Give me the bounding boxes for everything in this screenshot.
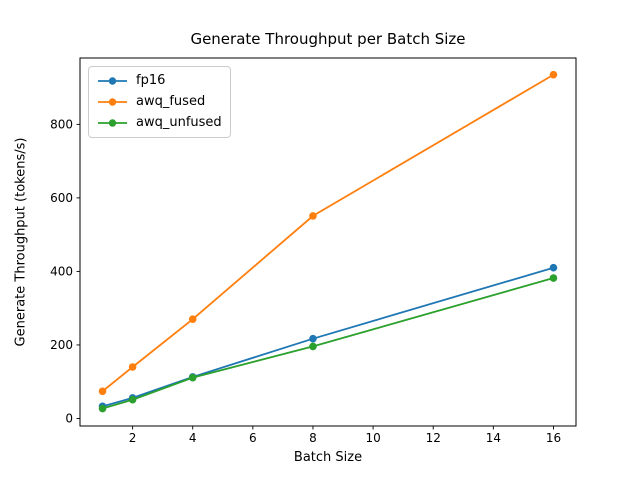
- legend-label-awq-fused: awq_fused: [136, 94, 206, 109]
- data-point-marker: [128, 395, 137, 404]
- x-tick-label: 14: [486, 431, 501, 445]
- data-point-marker: [98, 387, 107, 396]
- line-marker-icon: [98, 97, 127, 106]
- y-tick-label: 200: [50, 338, 73, 352]
- line-marker-icon: [98, 118, 127, 127]
- legend-label-fp16: fp16: [136, 73, 166, 88]
- data-point-marker: [188, 315, 197, 324]
- legend-label-awq-unfused: awq_unfused: [136, 115, 222, 130]
- legend-item-fp16: fp16: [97, 70, 222, 91]
- x-tick-label: 12: [426, 431, 441, 445]
- legend-item-awq-unfused: awq_unfused: [97, 112, 222, 133]
- data-point-marker: [188, 373, 197, 382]
- x-tick-label: 10: [365, 431, 380, 445]
- line-marker-icon: [98, 76, 127, 85]
- axes-frame: [79, 57, 577, 427]
- data-point-marker: [128, 363, 137, 371]
- y-tick-label: 0: [65, 411, 73, 425]
- chart-title: Generate Throughput per Batch Size: [190, 30, 466, 48]
- data-point-marker: [549, 263, 558, 272]
- y-tick-label: 400: [50, 264, 73, 278]
- series-line-awq_unfused: [102, 277, 554, 410]
- data-point-marker: [309, 334, 317, 343]
- y-tick-label: 600: [50, 191, 73, 205]
- x-tick-label: 16: [546, 431, 561, 445]
- legend: fp16 awq_fused awq_unfused: [88, 66, 231, 138]
- x-tick-label: 4: [189, 431, 197, 445]
- data-point-marker: [309, 212, 317, 220]
- data-point-marker: [549, 274, 558, 282]
- y-tick-label: 800: [50, 117, 73, 131]
- x-axis-label: Batch Size: [293, 450, 363, 465]
- data-point-marker: [309, 342, 317, 351]
- x-tick-label: 2: [129, 431, 137, 445]
- legend-item-awq-fused: awq_fused: [97, 91, 222, 112]
- x-tick-label: 8: [309, 431, 317, 445]
- x-tick-label: 6: [249, 431, 257, 445]
- data-point-marker: [98, 404, 107, 413]
- data-point-marker: [549, 70, 558, 79]
